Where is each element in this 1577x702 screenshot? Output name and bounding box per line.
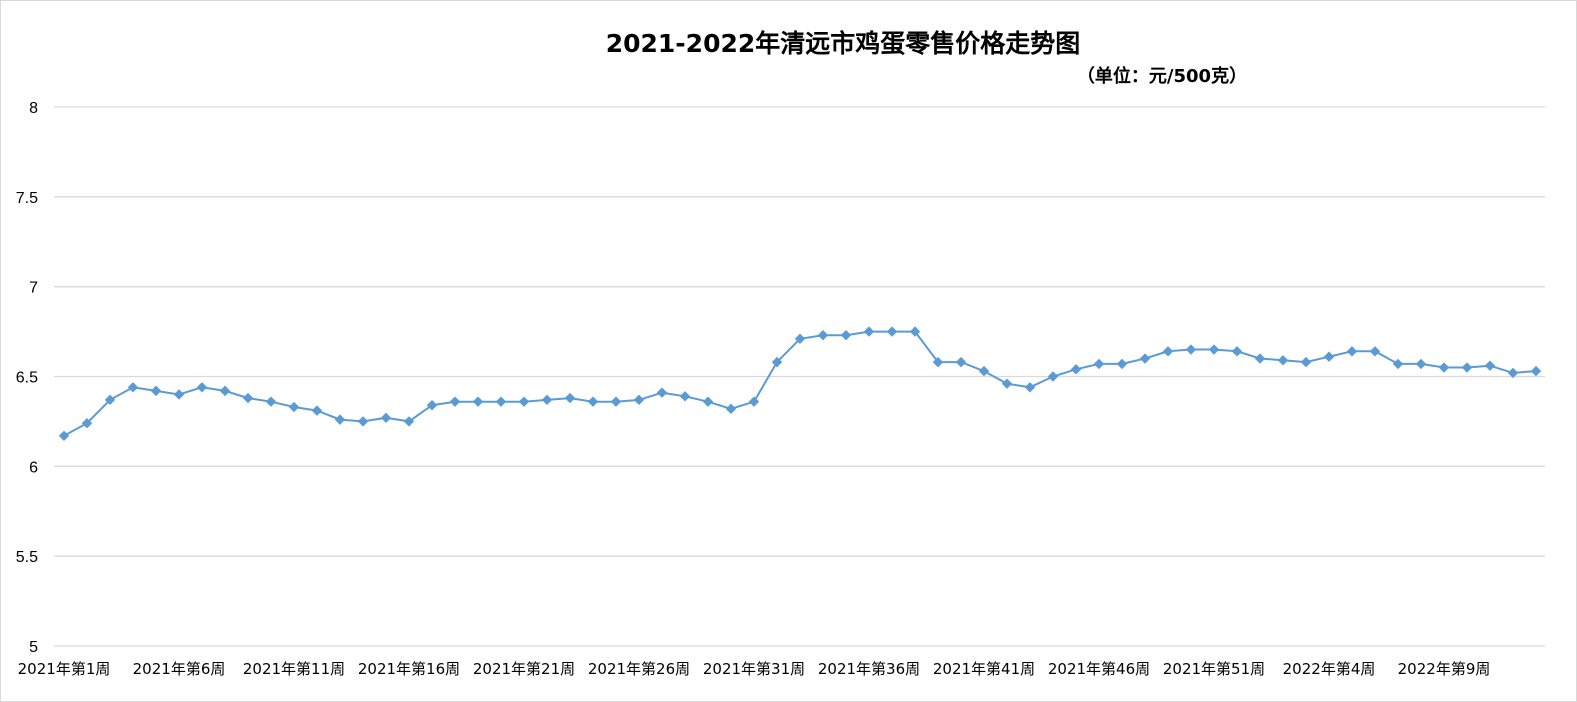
data-point xyxy=(1093,358,1105,370)
series-group xyxy=(58,326,1542,441)
x-tick-label: 2021年第36周 xyxy=(818,660,920,678)
data-point xyxy=(702,396,714,407)
y-tick-label: 6 xyxy=(29,459,38,476)
x-tick-label: 2021年第1周 xyxy=(18,660,111,678)
data-point xyxy=(196,382,208,393)
data-point xyxy=(265,396,277,407)
data-point xyxy=(1507,367,1519,379)
data-point xyxy=(656,387,668,398)
data-point xyxy=(1208,344,1220,355)
chart-subtitle: （单位：元/500克） xyxy=(1077,65,1247,87)
data-point xyxy=(81,418,93,429)
y-tick-label: 7.5 xyxy=(16,190,38,207)
data-point xyxy=(242,392,254,404)
data-point xyxy=(541,394,553,406)
data-point xyxy=(1001,378,1013,389)
data-point xyxy=(518,396,530,407)
data-point xyxy=(1323,351,1335,362)
y-tick-label: 5.5 xyxy=(16,549,38,566)
x-axis-ticks: 2021年第1周 2021年第6周 2021年第11周 2021年第16周 2021年第… xyxy=(18,660,1491,678)
data-point xyxy=(1369,346,1381,357)
data-point xyxy=(104,394,116,406)
data-point xyxy=(932,356,944,368)
data-point xyxy=(725,403,737,415)
data-point xyxy=(1070,364,1082,375)
data-point xyxy=(1438,362,1450,373)
data-point xyxy=(817,329,829,341)
data-point xyxy=(610,396,622,407)
data-point xyxy=(219,385,231,397)
data-point xyxy=(334,414,346,425)
data-point xyxy=(978,365,990,377)
data-point xyxy=(127,382,139,393)
data-point xyxy=(1185,344,1197,355)
y-tick-label: 6.5 xyxy=(16,370,38,387)
x-tick-label: 2021年第21周 xyxy=(473,660,575,678)
x-tick-label: 2022年第4周 xyxy=(1283,660,1376,678)
data-point xyxy=(794,333,806,344)
data-point xyxy=(633,394,645,406)
data-point xyxy=(150,385,162,397)
x-tick-label: 2021年第16周 xyxy=(358,660,460,678)
x-tick-label: 2022年第9周 xyxy=(1398,660,1491,678)
data-point xyxy=(1392,358,1404,370)
x-tick-label: 2021年第31周 xyxy=(703,660,805,678)
data-point xyxy=(1162,346,1174,357)
data-point xyxy=(679,391,691,402)
data-point xyxy=(1415,358,1427,370)
data-point xyxy=(748,396,760,407)
data-point xyxy=(587,396,599,407)
gridlines xyxy=(54,106,1545,647)
data-point xyxy=(1277,355,1289,366)
data-point xyxy=(1231,346,1243,357)
data-point xyxy=(1047,371,1059,382)
chart-title: 2021-2022年清远市鸡蛋零售价格走势图 xyxy=(606,29,1081,58)
data-point xyxy=(173,389,185,400)
data-point xyxy=(403,416,415,427)
data-point xyxy=(1024,382,1036,393)
x-tick-label: 2021年第46周 xyxy=(1048,660,1150,678)
data-point xyxy=(909,326,921,337)
y-tick-label: 8 xyxy=(29,100,38,117)
data-point xyxy=(863,326,875,337)
data-point xyxy=(1300,356,1312,368)
data-point xyxy=(840,329,852,341)
data-point xyxy=(472,396,484,407)
x-tick-label: 2021年第41周 xyxy=(933,660,1035,678)
x-tick-label: 2021年第51周 xyxy=(1163,660,1265,678)
data-point xyxy=(1461,362,1473,373)
data-point xyxy=(1484,360,1496,371)
x-tick-label: 2021年第6周 xyxy=(133,660,226,678)
x-tick-label: 2021年第11周 xyxy=(243,660,345,678)
data-point xyxy=(886,326,898,337)
data-point xyxy=(771,356,783,368)
series-line xyxy=(63,330,1537,437)
y-tick-label: 5 xyxy=(29,639,38,656)
data-point xyxy=(357,416,369,427)
y-tick-label: 7 xyxy=(29,280,38,297)
data-point xyxy=(1346,346,1358,357)
data-point xyxy=(1139,353,1151,364)
data-point xyxy=(564,392,576,404)
data-point xyxy=(1116,358,1128,370)
data-point xyxy=(426,400,438,411)
data-point xyxy=(449,396,461,407)
data-point xyxy=(955,356,967,368)
data-point xyxy=(495,396,507,407)
data-point xyxy=(311,405,323,416)
data-point xyxy=(58,430,70,441)
data-point xyxy=(1530,365,1542,377)
data-point xyxy=(380,412,392,424)
data-point xyxy=(288,401,300,413)
y-axis-ticks: 5 5.5 6 6.5 7 7.5 8 xyxy=(16,100,38,656)
x-tick-label: 2021年第26周 xyxy=(588,660,690,678)
data-point xyxy=(1254,353,1266,364)
